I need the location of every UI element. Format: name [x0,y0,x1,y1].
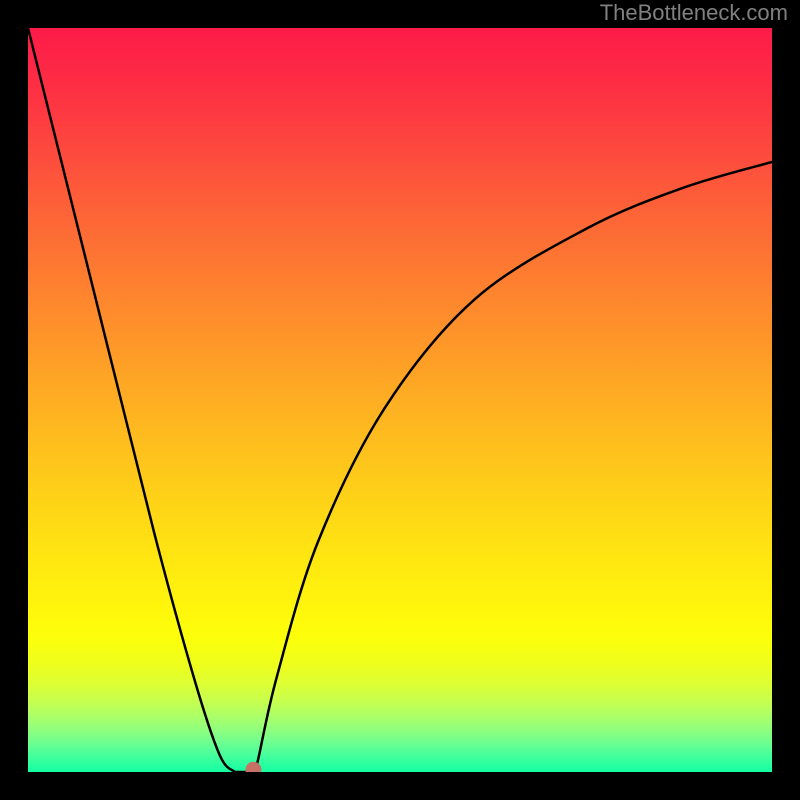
watermark-text: TheBottleneck.com [600,0,788,26]
plot-area [28,28,772,772]
curve-layer [28,28,772,772]
bottleneck-curve [28,28,772,772]
minimum-marker [245,762,261,772]
